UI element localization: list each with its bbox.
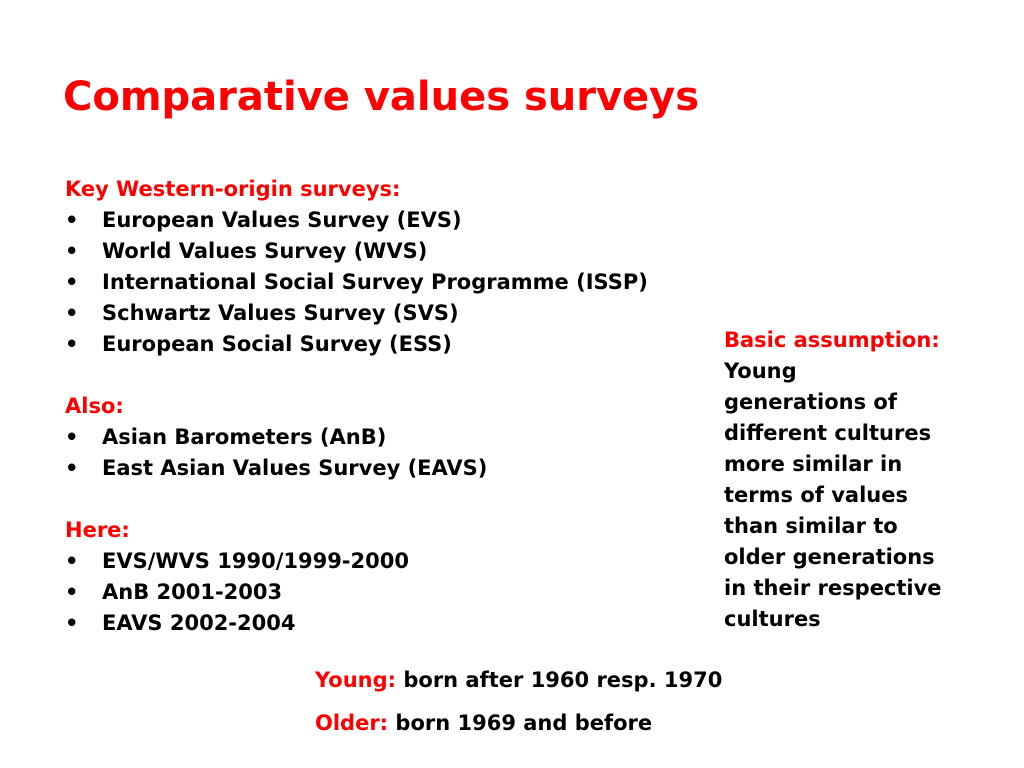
list-item: • World Values Survey (WVS): [65, 236, 648, 267]
list-item: • AnB 2001-2003: [65, 577, 648, 608]
bullet: •: [65, 301, 79, 325]
item-text: EAVS 2002-2004: [102, 611, 296, 635]
assumption-line: different cultures: [724, 421, 932, 445]
item-text: Schwartz Values Survey (SVS): [102, 301, 459, 325]
list-item: • European Social Survey (ESS): [65, 329, 648, 360]
bullet: •: [65, 580, 79, 604]
assumption-heading: Basic assumption:: [724, 325, 942, 356]
item-text: East Asian Values Survey (EAVS): [102, 456, 488, 480]
section: Key Western-origin surveys: • European Val…: [65, 174, 648, 360]
list-item: • East Asian Values Survey (EAVS): [65, 453, 648, 484]
bullet: •: [65, 270, 79, 294]
definition-text: born after 1960 resp. 1970: [403, 668, 723, 692]
slide-title: Comparative values surveys: [63, 74, 700, 120]
item-text: AnB 2001-2003: [102, 580, 283, 604]
bullet: •: [65, 239, 79, 263]
assumption-box: Basic assumption: Young generations of dif…: [724, 325, 942, 635]
definition: Older: born 1969 and before: [315, 708, 722, 751]
item-text: International Social Survey Programme (I…: [102, 270, 648, 294]
assumption-line: in their respective: [724, 576, 942, 600]
section-heading: Key Western-origin surveys:: [65, 177, 401, 201]
definition-label: Older:: [315, 711, 389, 735]
list-item: • EVS/WVS 1990/1999-2000: [65, 546, 648, 577]
bullet: •: [65, 208, 79, 232]
bullet: •: [65, 549, 79, 573]
definition: Young: born after 1960 resp. 1970: [315, 665, 722, 708]
item-text: World Values Survey (WVS): [102, 239, 428, 263]
assumption-line: more similar in: [724, 452, 903, 476]
list-item: • Asian Barometers (AnB): [65, 422, 648, 453]
bullet: •: [65, 332, 79, 356]
assumption-line: than similar to: [724, 514, 898, 538]
section: Also: • Asian Barometers (AnB) • East Asian …: [65, 391, 648, 484]
assumption-line: cultures: [724, 607, 821, 631]
assumption-line: Young: [724, 359, 797, 383]
assumption-line: older generations: [724, 545, 935, 569]
bullet: •: [65, 425, 79, 449]
definitions: Young: born after 1960 resp. 1970 Older: …: [315, 665, 722, 751]
section: Here: • EVS/WVS 1990/1999-2000 • AnB 2001-20…: [65, 515, 648, 639]
assumption-colon: :: [931, 328, 940, 352]
item-text: EVS/WVS 1990/1999-2000: [102, 549, 409, 573]
list-item: • Schwartz Values Survey (SVS): [65, 298, 648, 329]
list-item: • EAVS 2002-2004: [65, 608, 648, 639]
item-text: European Values Survey (EVS): [102, 208, 462, 232]
bullet: •: [65, 456, 79, 480]
assumption-label: Basic assumption: [724, 328, 932, 352]
definition-label: Young:: [315, 668, 397, 692]
bullet: •: [65, 611, 79, 635]
assumption-line: terms of values: [724, 483, 908, 507]
section-heading: Here:: [65, 518, 130, 542]
definition-text: born 1969 and before: [395, 711, 653, 735]
survey-list: Key Western-origin surveys: • European Val…: [65, 174, 648, 670]
assumption-line: generations of: [724, 390, 897, 414]
item-text: European Social Survey (ESS): [102, 332, 452, 356]
list-item: • International Social Survey Programme (…: [65, 267, 648, 298]
item-text: Asian Barometers (AnB): [102, 425, 387, 449]
list-item: • European Values Survey (EVS): [65, 205, 648, 236]
section-heading: Also:: [65, 394, 124, 418]
